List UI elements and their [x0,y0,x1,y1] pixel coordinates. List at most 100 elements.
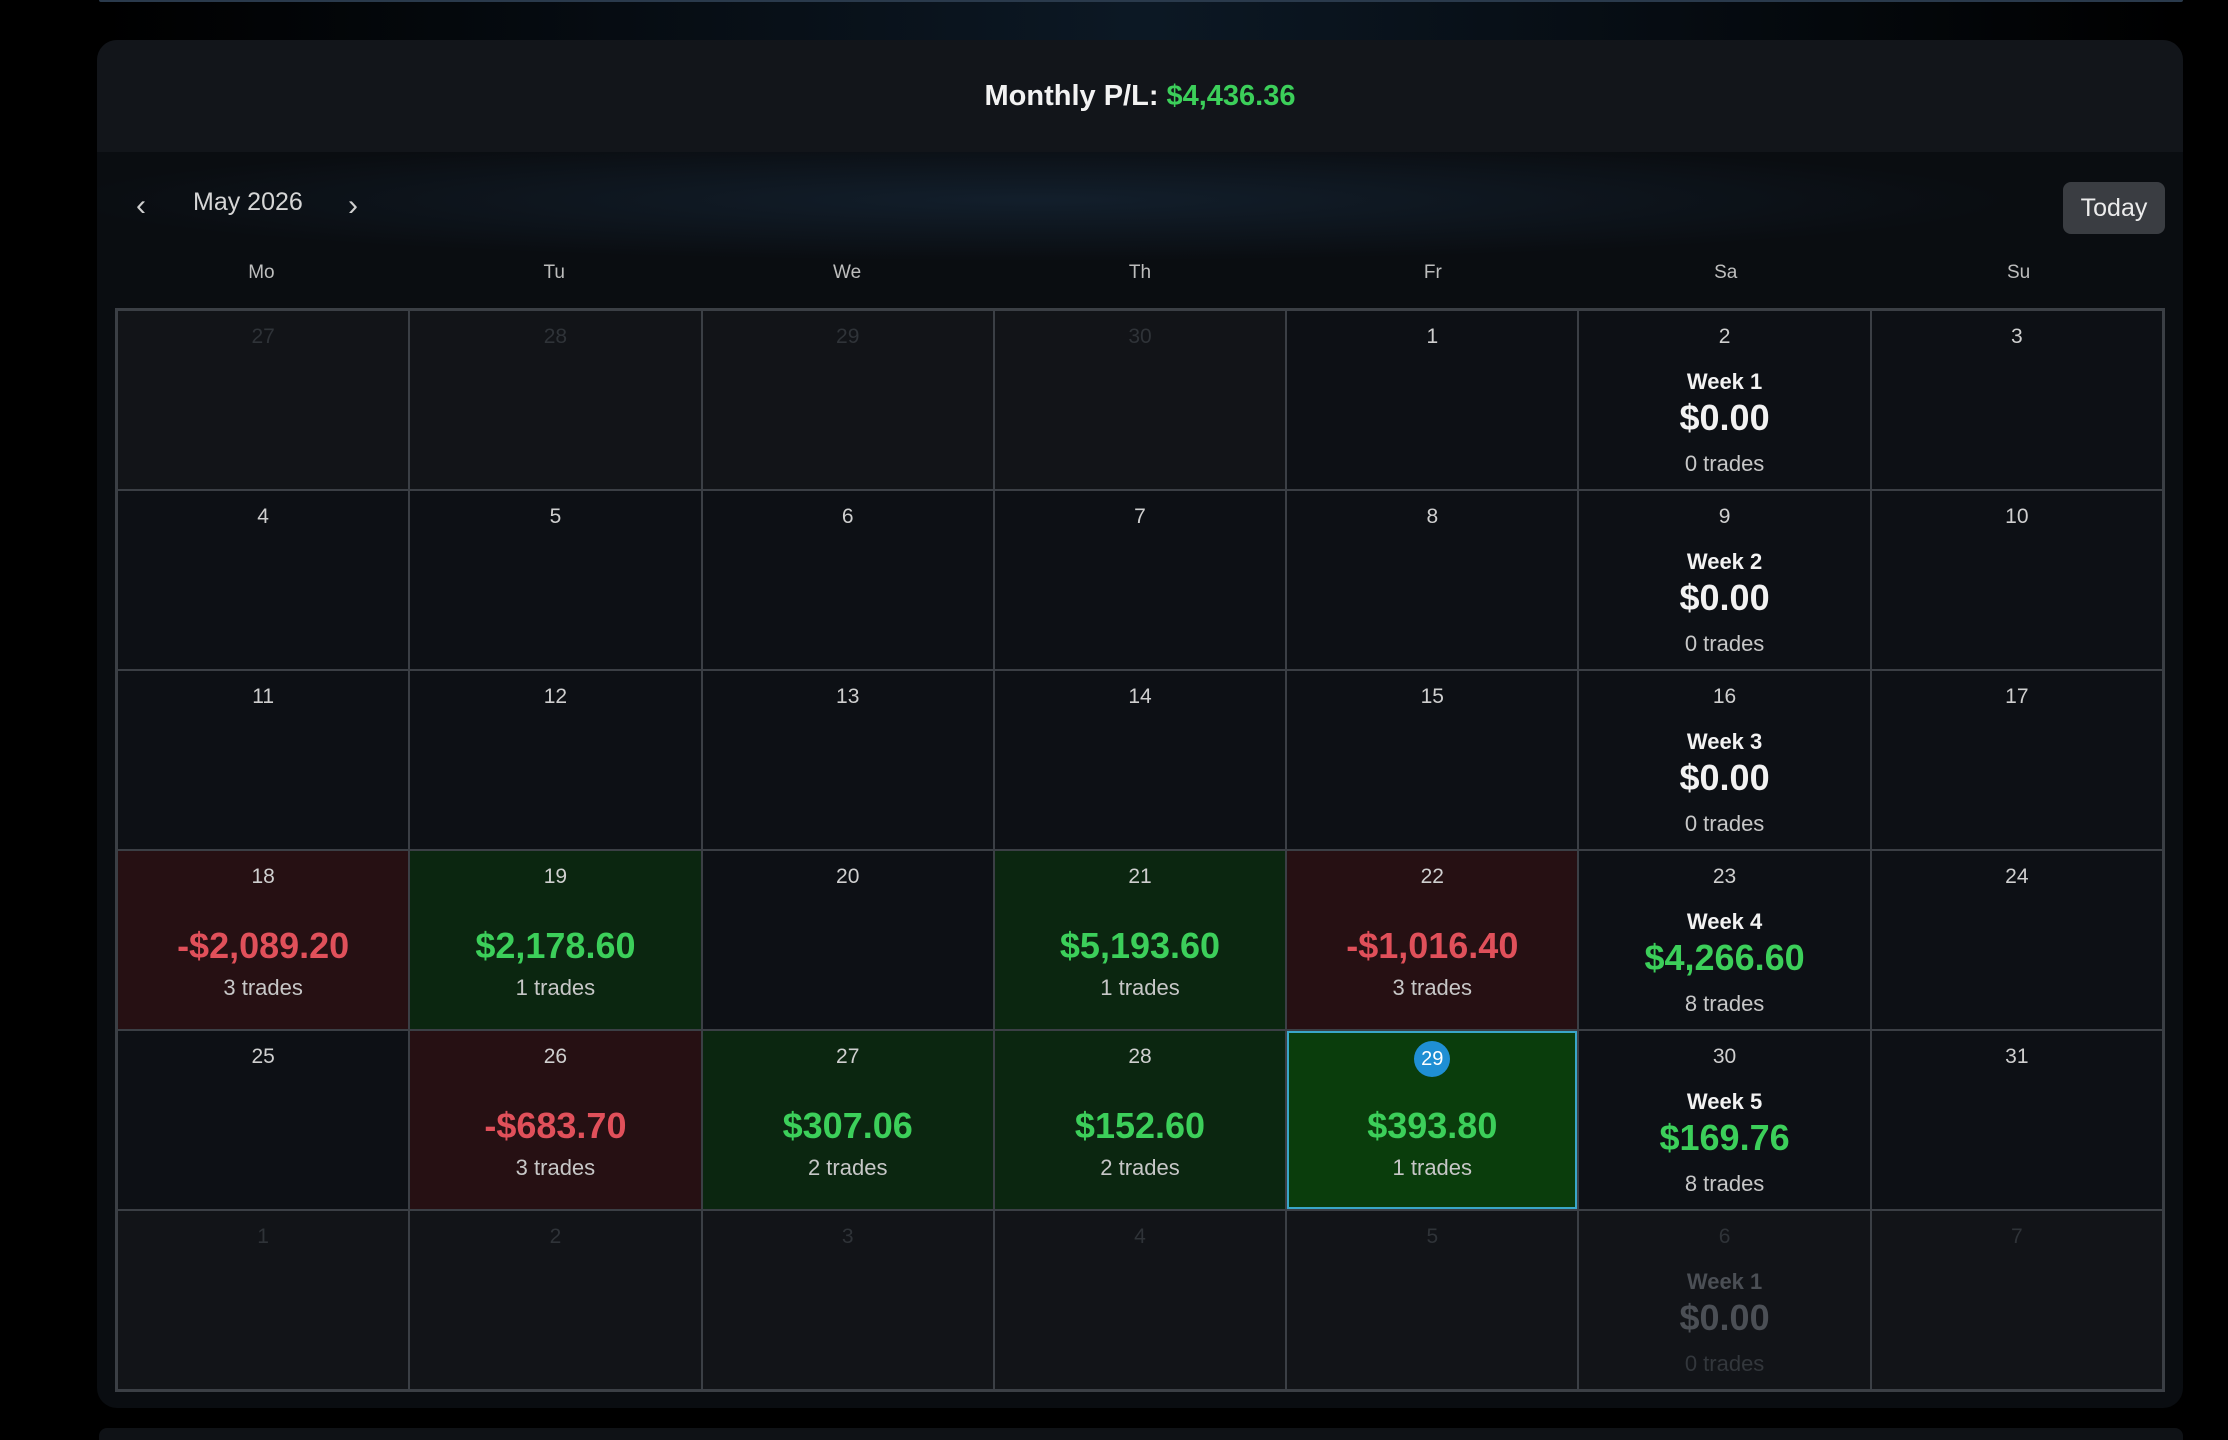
today-badge: 29 [1414,1041,1451,1077]
day-cell[interactable]: 7 [993,490,1287,670]
day-number: 1 [1426,325,1439,348]
day-trade-count: 3 trades [223,975,303,1000]
week-pl: $0.00 [1679,757,1770,798]
weekday-header-row: Mo Tu We Th Fr Sa Su [115,262,2165,292]
day-cell[interactable]: 29 $393.80 1 trades [1286,1030,1579,1210]
day-number: 22 [1420,865,1444,888]
week-label: Week 1 [1686,369,1763,394]
day-cell[interactable]: 28 $152.60 2 trades [993,1030,1287,1210]
day-cell[interactable]: 1 [117,1210,410,1390]
week-trade-count: 0 trades [1684,451,1765,476]
calendar-navbar: ‹ May 2026 › Today [97,152,2183,272]
day-cell[interactable]: 18 -$2,089.20 3 trades [117,850,410,1030]
day-number: 4 [257,505,269,528]
calendar-grid: 27 28 29 30 1 2 Week 1 $0.00 0 trades 3 4 5 6 7 8 9 Week… [115,308,2165,1392]
chevron-left-icon[interactable]: ‹ [136,189,146,222]
day-pl: $152.60 [1074,1105,1206,1146]
day-cell[interactable]: 4 [117,490,410,670]
week-label: Week 3 [1686,729,1763,754]
weekday-label: Su [2006,262,2031,283]
day-cell[interactable]: 27 [117,310,410,490]
day-number: 5 [549,505,562,528]
day-cell[interactable]: 17 [1870,670,2163,850]
chevron-right-icon[interactable]: › [348,189,358,222]
today-button[interactable]: Today [2063,182,2165,234]
week-pl: $0.00 [1679,397,1770,438]
week-summary-cell[interactable]: 30 Week 5 $169.76 8 trades [1578,1030,1871,1210]
day-number: 18 [251,865,275,888]
day-number: 28 [543,325,568,348]
day-pl: -$683.70 [484,1105,627,1146]
day-cell[interactable]: 1 [1286,310,1579,490]
day-cell[interactable]: 2 [409,1210,702,1390]
day-number: 4 [1134,1225,1146,1248]
week-summary-cell[interactable]: 23 Week 4 $4,266.60 8 trades [1578,850,1871,1030]
week-pl: $4,266.60 [1644,937,1805,978]
day-number: 2 [1718,325,1731,348]
day-number: 15 [1420,685,1444,708]
day-cell[interactable]: 19 $2,178.60 1 trades [409,850,702,1030]
day-cell[interactable]: 3 [701,1210,994,1390]
day-number: 28 [1128,1045,1152,1068]
day-number: 17 [2005,685,2029,708]
day-number: 12 [543,685,568,708]
day-cell[interactable]: 4 [993,1210,1287,1390]
day-cell[interactable]: 22 -$1,016.40 3 trades [1286,850,1579,1030]
day-number: 19 [543,865,568,888]
week-label: Week 1 [1686,1269,1763,1294]
day-number: 23 [1712,865,1737,888]
day-cell[interactable]: 12 [409,670,702,850]
day-cell[interactable]: 6 [701,490,994,670]
day-cell[interactable]: 21 $5,193.60 1 trades [993,850,1287,1030]
day-cell[interactable]: 13 [701,670,994,850]
day-cell[interactable]: 7 [1870,1210,2163,1390]
day-trade-count: 1 trades [515,975,596,1000]
day-cell[interactable]: 8 [1286,490,1579,670]
week-summary-cell[interactable]: 16 Week 3 $0.00 0 trades [1578,670,1871,850]
day-trade-count: 1 trades [1100,975,1180,1000]
day-cell[interactable]: 24 [1870,850,2163,1030]
day-number: 10 [2005,505,2029,528]
week-label: Week 4 [1686,909,1763,934]
week-summary-cell[interactable]: 6 Week 1 $0.00 0 trades [1578,1210,1871,1390]
weekday-label: Tu [543,262,565,283]
next-panel-edge [99,1428,2183,1440]
week-trade-count: 8 trades [1684,1171,1765,1196]
day-number: 11 [252,685,275,708]
day-cell[interactable]: 25 [117,1030,410,1210]
day-number: 13 [836,685,860,708]
day-cell[interactable]: 11 [117,670,410,850]
day-cell[interactable]: 15 [1286,670,1579,850]
day-cell[interactable]: 5 [409,490,702,670]
day-number: 27 [251,325,275,348]
day-number: 8 [1426,505,1439,528]
day-cell[interactable]: 10 [1870,490,2163,670]
day-cell[interactable]: 31 [1870,1030,2163,1210]
week-pl: $0.00 [1679,1297,1770,1338]
day-cell[interactable]: 14 [993,670,1287,850]
top-glow [99,0,2183,40]
day-cell[interactable]: 5 [1286,1210,1579,1390]
monthly-pl-label: Monthly P/L: [984,79,1159,112]
day-number: 25 [251,1045,275,1068]
day-cell[interactable]: 26 -$683.70 3 trades [409,1030,702,1210]
day-cell[interactable]: 27 $307.06 2 trades [701,1030,994,1210]
calendar-panel: Monthly P/L: $4,436.36 ‹ May 2026 › Toda… [97,40,2183,1408]
day-cell[interactable]: 20 [701,850,994,1030]
day-number: 29 [836,325,860,348]
top-panel-edge [99,0,2183,2]
week-summary-cell[interactable]: 9 Week 2 $0.00 0 trades [1578,490,1871,670]
day-cell[interactable]: 28 [409,310,702,490]
day-trade-count: 3 trades [1392,975,1473,1000]
day-cell[interactable]: 30 [993,310,1287,490]
week-trade-count: 0 trades [1684,811,1765,836]
weekday-label: Th [1128,262,1152,283]
day-number: 20 [836,865,860,888]
day-cell[interactable]: 3 [1870,310,2163,490]
day-cell[interactable]: 29 [701,310,994,490]
day-number: 26 [543,1045,568,1068]
week-summary-cell[interactable]: 2 Week 1 $0.00 0 trades [1578,310,1871,490]
day-pl: $2,178.60 [475,925,636,966]
weekday-label: We [833,262,862,283]
day-pl: $393.80 [1367,1105,1498,1146]
